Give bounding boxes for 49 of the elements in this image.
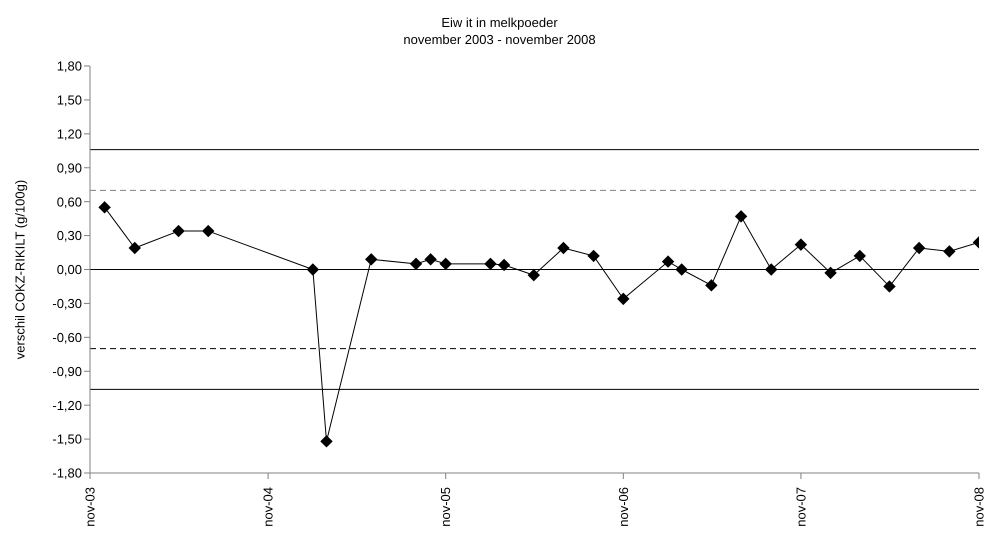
y-axis-title: verschil COKZ-RIKILT (g/100g) bbox=[12, 180, 28, 360]
y-tick-label: -0,60 bbox=[52, 330, 82, 345]
point bbox=[484, 258, 496, 270]
point bbox=[854, 250, 866, 262]
y-tick-label: 1,50 bbox=[56, 92, 82, 108]
y-tick-label: 0,60 bbox=[56, 194, 82, 210]
point bbox=[588, 250, 600, 262]
point bbox=[824, 266, 837, 279]
point bbox=[424, 253, 437, 266]
y-tick-label: 1,20 bbox=[56, 126, 82, 142]
point bbox=[735, 210, 748, 222]
chart-title: Eiw it in melkpoeder bbox=[440, 14, 559, 31]
point bbox=[202, 225, 214, 238]
point bbox=[498, 258, 510, 271]
point bbox=[306, 264, 319, 276]
point bbox=[794, 238, 807, 251]
y-tick-label: -1,80 bbox=[52, 466, 82, 481]
point bbox=[617, 292, 630, 305]
x-tick-label: nov-03 bbox=[82, 487, 98, 527]
x-tick-label: nov-05 bbox=[438, 487, 454, 527]
chart-subtitle: november 2003 - november 2008 bbox=[402, 31, 597, 48]
point bbox=[172, 225, 185, 238]
point bbox=[557, 242, 570, 254]
point bbox=[943, 245, 956, 258]
x-tick-label: nov-04 bbox=[260, 487, 276, 527]
x-tick-label: nov-06 bbox=[616, 487, 631, 527]
y-tick-label: 0,90 bbox=[56, 160, 82, 176]
point bbox=[883, 280, 896, 292]
point bbox=[98, 201, 111, 214]
point bbox=[765, 264, 778, 276]
x-tick-label: nov-08 bbox=[972, 487, 986, 527]
point bbox=[128, 242, 141, 254]
y-tick-label: -1,50 bbox=[52, 432, 82, 447]
y-tick-label: -0,30 bbox=[52, 296, 82, 312]
point bbox=[676, 264, 688, 276]
y-tick-label: -0,90 bbox=[52, 364, 82, 379]
point bbox=[320, 435, 332, 448]
point bbox=[913, 242, 926, 254]
point bbox=[410, 258, 422, 270]
y-tick-label: 0,30 bbox=[56, 228, 82, 244]
y-tick-label: 1,80 bbox=[56, 58, 82, 74]
point bbox=[705, 279, 718, 292]
point bbox=[662, 256, 674, 268]
x-tick-label: nov-07 bbox=[793, 487, 808, 527]
point bbox=[528, 269, 540, 282]
y-tick-label: -1,20 bbox=[52, 398, 82, 413]
y-tick-label: 0,00 bbox=[56, 262, 82, 278]
point bbox=[440, 258, 452, 270]
point bbox=[365, 253, 378, 266]
